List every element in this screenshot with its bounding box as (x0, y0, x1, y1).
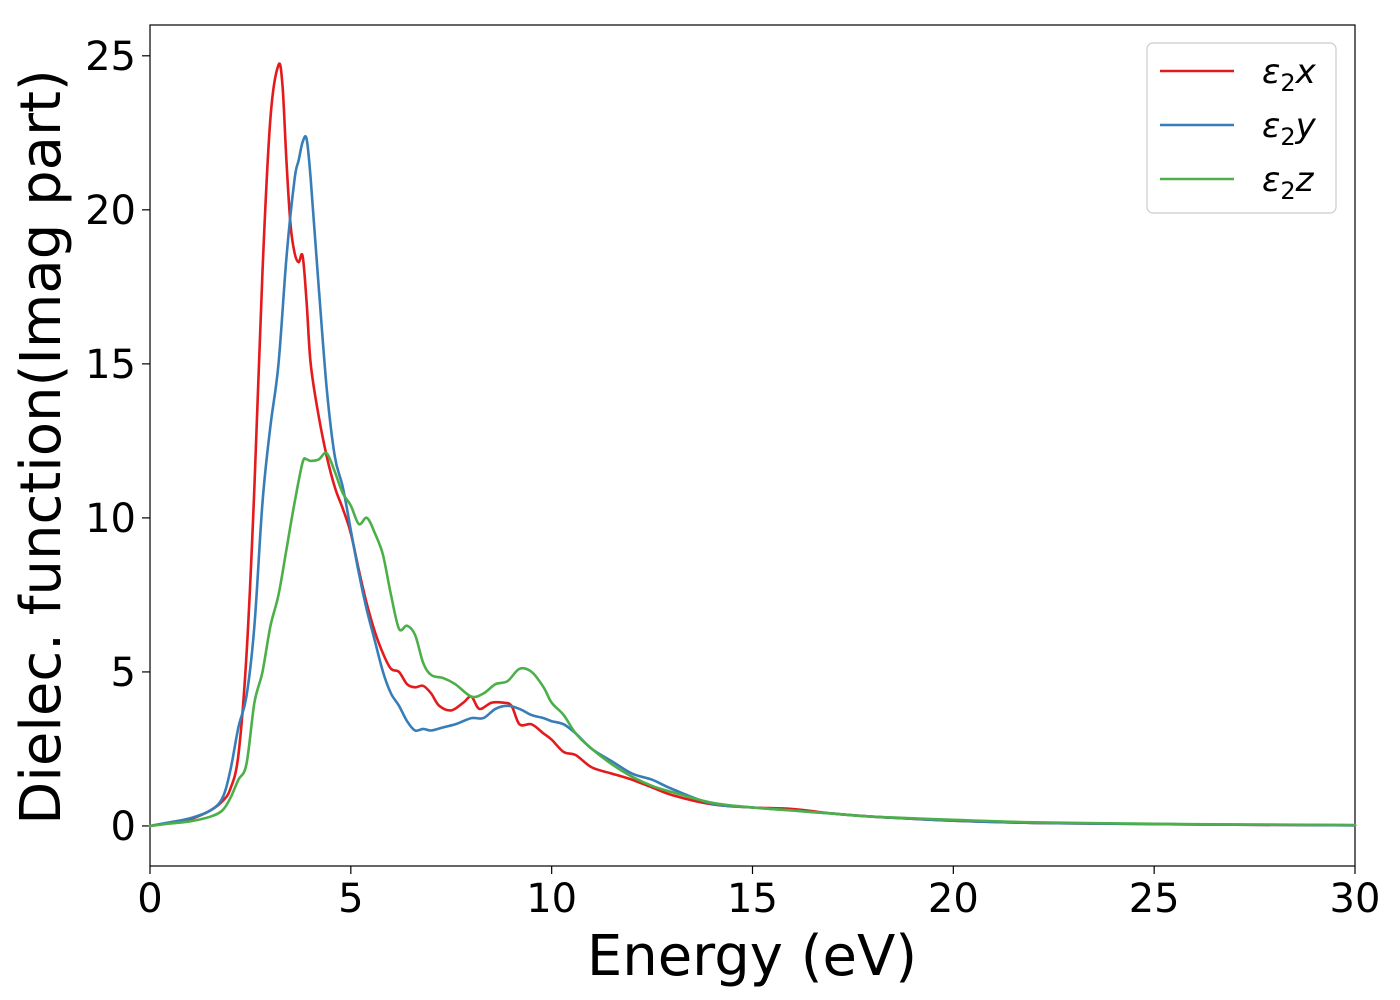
x-tick-label: 25 (1129, 876, 1180, 922)
x-tick-label: 5 (338, 876, 363, 922)
x-axis-ticks: 0 5 10 15 20 25 30 (137, 866, 1380, 922)
legend-label: ε2x (1262, 52, 1317, 97)
legend-box (1146, 42, 1337, 214)
x-tick-label: 15 (727, 876, 778, 922)
series-layer (148, 62, 1357, 828)
series-line-2 (148, 451, 1357, 828)
y-tick-label: 10 (85, 496, 136, 542)
x-tick-label: 30 (1330, 876, 1381, 922)
y-axis-label: Dielec. function(Imag part) (9, 69, 74, 825)
y-tick-label: 25 (85, 34, 136, 80)
x-tick-label: 20 (928, 876, 979, 922)
legend-label-tail: y (1295, 106, 1317, 146)
y-tick-label: 5 (111, 650, 136, 696)
x-axis-label: Energy (eV) (587, 924, 917, 989)
legend-label-tail: x (1295, 52, 1317, 92)
legend-label-subscript: 2 (1280, 69, 1295, 97)
y-tick-label: 20 (85, 188, 136, 234)
legend-label-subscript: 2 (1280, 177, 1295, 205)
legend-label-main: ε (1262, 52, 1280, 92)
legend-label-subscript: 2 (1280, 123, 1295, 151)
series-line-0 (148, 62, 1357, 828)
x-tick-label: 0 (137, 876, 162, 922)
legend-label-main: ε (1262, 160, 1280, 200)
y-tick-label: 0 (111, 804, 136, 850)
y-tick-label: 15 (85, 342, 136, 388)
legend-label-main: ε (1262, 106, 1280, 146)
legend-label: ε2z (1262, 160, 1315, 205)
x-tick-label: 10 (526, 876, 577, 922)
y-axis-ticks: 0 5 10 15 20 25 (85, 34, 150, 850)
legend-label-tail: z (1295, 160, 1315, 200)
legend-label: ε2y (1262, 106, 1317, 151)
